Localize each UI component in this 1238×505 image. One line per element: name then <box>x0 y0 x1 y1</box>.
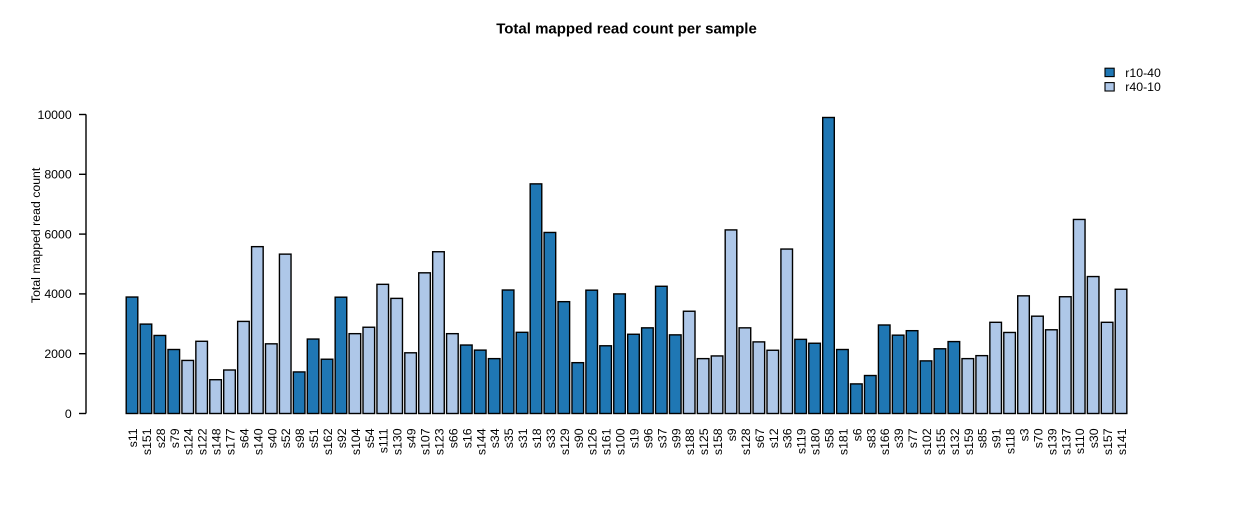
svg-text:s77: s77 <box>906 428 920 448</box>
svg-text:s125: s125 <box>697 428 711 455</box>
svg-text:s92: s92 <box>335 428 349 448</box>
svg-text:10000: 10000 <box>37 108 71 122</box>
svg-text:s158: s158 <box>711 428 725 455</box>
svg-text:s128: s128 <box>739 428 753 455</box>
svg-text:s122: s122 <box>196 428 210 455</box>
svg-text:s99: s99 <box>669 428 683 448</box>
svg-text:s110: s110 <box>1073 428 1087 454</box>
svg-text:s162: s162 <box>321 428 335 455</box>
svg-text:6000: 6000 <box>44 227 72 241</box>
svg-text:s9: s9 <box>725 428 739 441</box>
svg-text:s67: s67 <box>753 428 767 448</box>
svg-text:s11: s11 <box>126 428 140 447</box>
svg-text:s79: s79 <box>168 428 182 448</box>
svg-text:s19: s19 <box>627 428 641 448</box>
svg-text:s111: s111 <box>377 428 391 453</box>
svg-text:s83: s83 <box>864 428 878 448</box>
svg-text:s139: s139 <box>1045 428 1059 455</box>
svg-text:s119: s119 <box>795 428 809 454</box>
svg-text:s126: s126 <box>586 428 600 455</box>
svg-text:r40-10: r40-10 <box>1125 80 1161 94</box>
svg-text:s148: s148 <box>210 428 224 455</box>
svg-text:s123: s123 <box>432 428 446 455</box>
svg-text:s159: s159 <box>962 428 976 455</box>
svg-text:s188: s188 <box>683 428 697 455</box>
svg-text:s104: s104 <box>349 428 363 455</box>
svg-text:s37: s37 <box>655 428 669 448</box>
svg-text:s91: s91 <box>990 428 1004 448</box>
svg-text:s144: s144 <box>474 428 488 455</box>
svg-text:s16: s16 <box>460 428 474 448</box>
svg-text:s98: s98 <box>293 428 307 448</box>
svg-text:s33: s33 <box>544 428 558 448</box>
svg-text:Total mapped read count per sa: Total mapped read count per sample <box>496 21 757 38</box>
svg-text:s85: s85 <box>976 428 990 448</box>
svg-text:s155: s155 <box>934 428 948 455</box>
svg-text:s58: s58 <box>823 428 837 448</box>
svg-text:s3: s3 <box>1018 428 1032 441</box>
svg-text:s31: s31 <box>516 428 530 448</box>
svg-text:s107: s107 <box>419 428 433 455</box>
svg-text:s130: s130 <box>391 428 405 455</box>
svg-text:s118: s118 <box>1004 428 1018 454</box>
svg-text:s39: s39 <box>892 428 906 448</box>
svg-text:s64: s64 <box>237 428 251 448</box>
svg-text:s157: s157 <box>1101 428 1115 455</box>
svg-text:8000: 8000 <box>44 168 72 182</box>
svg-text:s137: s137 <box>1059 428 1073 455</box>
svg-text:s102: s102 <box>920 428 934 455</box>
svg-text:s96: s96 <box>641 428 655 448</box>
svg-text:r10-40: r10-40 <box>1125 66 1161 80</box>
svg-text:s36: s36 <box>781 428 795 448</box>
svg-text:s35: s35 <box>502 428 516 448</box>
svg-text:s12: s12 <box>767 428 781 448</box>
svg-text:s140: s140 <box>251 428 265 455</box>
svg-text:s181: s181 <box>836 428 850 455</box>
svg-text:s161: s161 <box>600 428 614 455</box>
svg-text:0: 0 <box>65 407 72 421</box>
svg-text:s18: s18 <box>530 428 544 448</box>
svg-text:s151: s151 <box>140 428 154 455</box>
svg-text:s49: s49 <box>405 428 419 448</box>
svg-text:4000: 4000 <box>44 287 72 301</box>
svg-text:Total mapped read count: Total mapped read count <box>29 167 43 303</box>
svg-text:s54: s54 <box>363 428 377 448</box>
svg-text:s177: s177 <box>224 428 238 455</box>
svg-text:s70: s70 <box>1031 428 1045 448</box>
svg-text:s166: s166 <box>878 428 892 455</box>
svg-text:s30: s30 <box>1087 428 1101 448</box>
svg-text:s141: s141 <box>1115 428 1129 455</box>
svg-text:s132: s132 <box>948 428 962 455</box>
svg-text:s52: s52 <box>279 428 293 448</box>
svg-text:s34: s34 <box>488 428 502 448</box>
svg-text:s100: s100 <box>614 428 628 455</box>
svg-text:s28: s28 <box>154 428 168 448</box>
svg-text:s6: s6 <box>850 428 864 441</box>
svg-text:s129: s129 <box>558 428 572 455</box>
svg-text:s51: s51 <box>307 428 321 448</box>
svg-text:2000: 2000 <box>44 347 72 361</box>
svg-text:s40: s40 <box>265 428 279 448</box>
svg-text:s180: s180 <box>809 428 823 455</box>
svg-text:s124: s124 <box>182 428 196 455</box>
svg-text:s66: s66 <box>446 428 460 448</box>
svg-text:s90: s90 <box>572 428 586 448</box>
